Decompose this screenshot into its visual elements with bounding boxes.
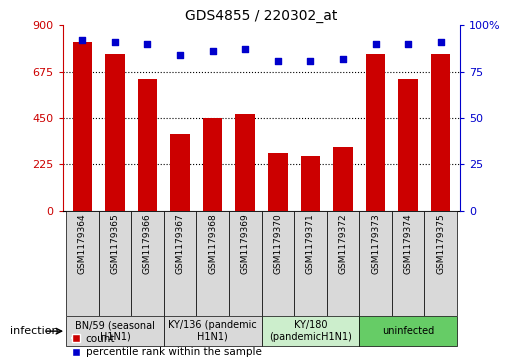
Bar [431,54,450,211]
Text: GSM1179370: GSM1179370 [274,214,282,274]
Bar [268,153,288,211]
FancyBboxPatch shape [294,211,327,316]
Point [111,39,119,45]
Point [306,58,314,64]
FancyBboxPatch shape [66,211,99,316]
Text: GSM1179369: GSM1179369 [241,214,249,274]
Point [404,41,412,47]
Text: KY/180
(pandemicH1N1): KY/180 (pandemicH1N1) [269,320,352,342]
Text: GSM1179366: GSM1179366 [143,214,152,274]
Bar [73,42,92,211]
Point [371,41,380,47]
Text: GSM1179374: GSM1179374 [404,214,413,274]
Point [339,56,347,62]
Text: GSM1179372: GSM1179372 [338,214,347,274]
Bar [399,79,418,211]
Point [176,52,184,58]
Bar [366,54,385,211]
Text: GSM1179368: GSM1179368 [208,214,217,274]
Point [143,41,152,47]
Bar [138,79,157,211]
FancyBboxPatch shape [262,316,359,346]
Bar [105,54,124,211]
Text: GSM1179373: GSM1179373 [371,214,380,274]
FancyBboxPatch shape [164,211,196,316]
FancyBboxPatch shape [359,211,392,316]
FancyBboxPatch shape [164,316,262,346]
Text: GSM1179375: GSM1179375 [436,214,445,274]
Point [274,58,282,64]
Point [78,37,86,43]
Point [209,48,217,54]
FancyBboxPatch shape [262,211,294,316]
Bar [170,134,190,211]
FancyBboxPatch shape [66,316,164,346]
Bar [301,156,320,211]
FancyBboxPatch shape [229,211,262,316]
Point [241,46,249,52]
Text: BN/59 (seasonal
H1N1): BN/59 (seasonal H1N1) [75,320,155,342]
FancyBboxPatch shape [196,211,229,316]
Text: GSM1179365: GSM1179365 [110,214,119,274]
Title: GDS4855 / 220302_at: GDS4855 / 220302_at [185,9,338,23]
Bar [203,118,222,211]
FancyBboxPatch shape [327,211,359,316]
Text: GSM1179371: GSM1179371 [306,214,315,274]
FancyBboxPatch shape [424,211,457,316]
Text: GSM1179364: GSM1179364 [78,214,87,274]
Text: GSM1179367: GSM1179367 [176,214,185,274]
Bar [333,147,353,211]
FancyBboxPatch shape [99,211,131,316]
Point [437,39,445,45]
Legend: count, percentile rank within the sample: count, percentile rank within the sample [68,330,266,362]
Text: infection: infection [10,326,59,336]
FancyBboxPatch shape [131,211,164,316]
FancyBboxPatch shape [392,211,424,316]
FancyBboxPatch shape [359,316,457,346]
Bar [235,114,255,211]
Text: uninfected: uninfected [382,326,434,336]
Text: KY/136 (pandemic
H1N1): KY/136 (pandemic H1N1) [168,320,257,342]
